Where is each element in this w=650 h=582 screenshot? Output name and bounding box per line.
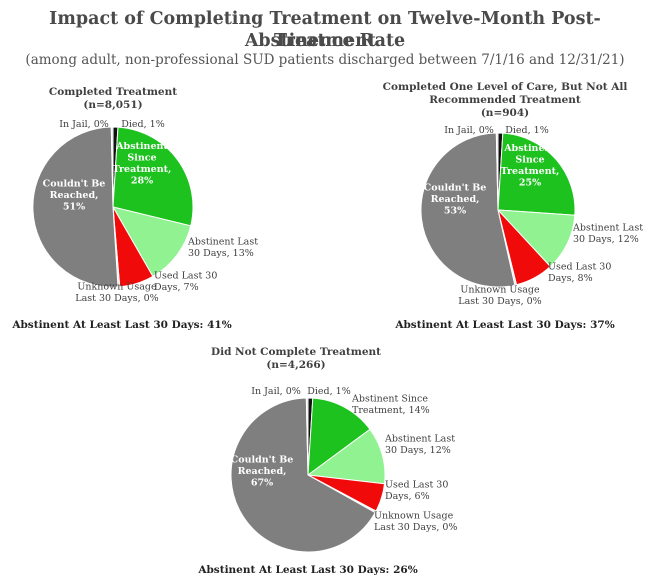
slice-label-couldnt-be-reached: Couldn't Be Reached, 53% xyxy=(424,183,487,217)
slice-label-in-jail: In Jail, 0% xyxy=(444,125,494,136)
pie-chart-2: Completed One Level of Care, But Not All… xyxy=(383,81,644,331)
pie-slice-couldnt-be-reached xyxy=(420,132,516,288)
pie-slice-in-jail xyxy=(110,126,114,208)
pie-slice-abstinent-since-treatment xyxy=(497,132,576,216)
slice-label-used-last-30-days: Used Last 30 Days, 6% xyxy=(385,479,448,502)
slice-label-in-jail: In Jail, 0% xyxy=(251,386,301,397)
slice-label-in-jail: In Jail, 0% xyxy=(59,119,109,130)
slice-label-abstinent-last-30-days: Abstinent Last 30 Days, 13% xyxy=(187,236,258,259)
pie-slice-in-jail xyxy=(495,132,499,211)
slice-label-died: Died, 1% xyxy=(121,119,164,130)
pie-footer: Abstinent At Least Last 30 Days: 26% xyxy=(197,564,417,576)
slice-label-abstinent-last-30-days: Abstinent Last 30 Days, 12% xyxy=(572,222,643,245)
pie-title: Completed One Level of Care, But Not All… xyxy=(383,81,628,119)
slice-label-died: Died, 1% xyxy=(307,386,350,397)
pie-slice-couldnt-be-reached xyxy=(230,397,376,553)
pie-slice-abstinent-last-30-days xyxy=(111,206,192,278)
slice-label-unknown-usage: Unknown Usage Last 30 Days, 0% xyxy=(458,284,541,307)
pie-footer: Abstinent At Least Last 30 Days: 41% xyxy=(11,319,231,331)
slice-label-couldnt-be-reached: Couldn't Be Reached, 51% xyxy=(43,179,106,213)
slice-label-couldnt-be-reached: Couldn't Be Reached, 67% xyxy=(231,455,294,489)
pie-slice-abstinent-since-treatment xyxy=(307,397,371,477)
slice-label-used-last-30-days: Used Last 30 Days, 7% xyxy=(154,270,217,293)
slice-label-unknown-usage: Unknown Usage Last 30 Days, 0% xyxy=(75,281,158,304)
chart-title-line1: Impact of Completing Treatment on Twelve… xyxy=(49,9,601,51)
pie-chart-1: Completed Treatment (n=8,051) Died, 1% Abst… xyxy=(11,86,258,331)
slice-label-died: Died, 1% xyxy=(505,125,548,136)
pie-slice-couldnt-be-reached xyxy=(32,126,119,288)
pie-slice-in-jail xyxy=(305,397,309,476)
pie-title: Did Not Complete Treatment (n=4,266) xyxy=(211,346,381,371)
pie-footer: Abstinent At Least Last 30 Days: 37% xyxy=(394,319,614,331)
slice-label-abstinent-since-treatment: Abstinent Since Treatment, 25% xyxy=(501,143,560,189)
pie-slice-abstinent-since-treatment xyxy=(112,126,194,227)
slice-label-abstinent-since-treatment: Abstinent Since Treatment, 28% xyxy=(113,141,172,187)
chart-subtitle: (among adult, non-professional SUD patie… xyxy=(25,52,625,68)
slice-label-used-last-30-days: Used Last 30 Days, 8% xyxy=(548,261,611,284)
pie-title: Completed Treatment (n=8,051) xyxy=(49,86,177,111)
slice-label-unknown-usage: Unknown Usage Last 30 Days, 0% xyxy=(374,510,457,533)
pie-chart-3: Did Not Complete Treatment (n=4,266) Died,… xyxy=(197,346,457,576)
slice-label-abstinent-since-treatment: Abstinent Since Treatment, 14% xyxy=(351,393,430,416)
chart-title-line2: Abstinence Rate xyxy=(244,31,406,51)
slice-label-abstinent-last-30-days: Abstinent Last 30 Days, 12% xyxy=(384,433,455,456)
